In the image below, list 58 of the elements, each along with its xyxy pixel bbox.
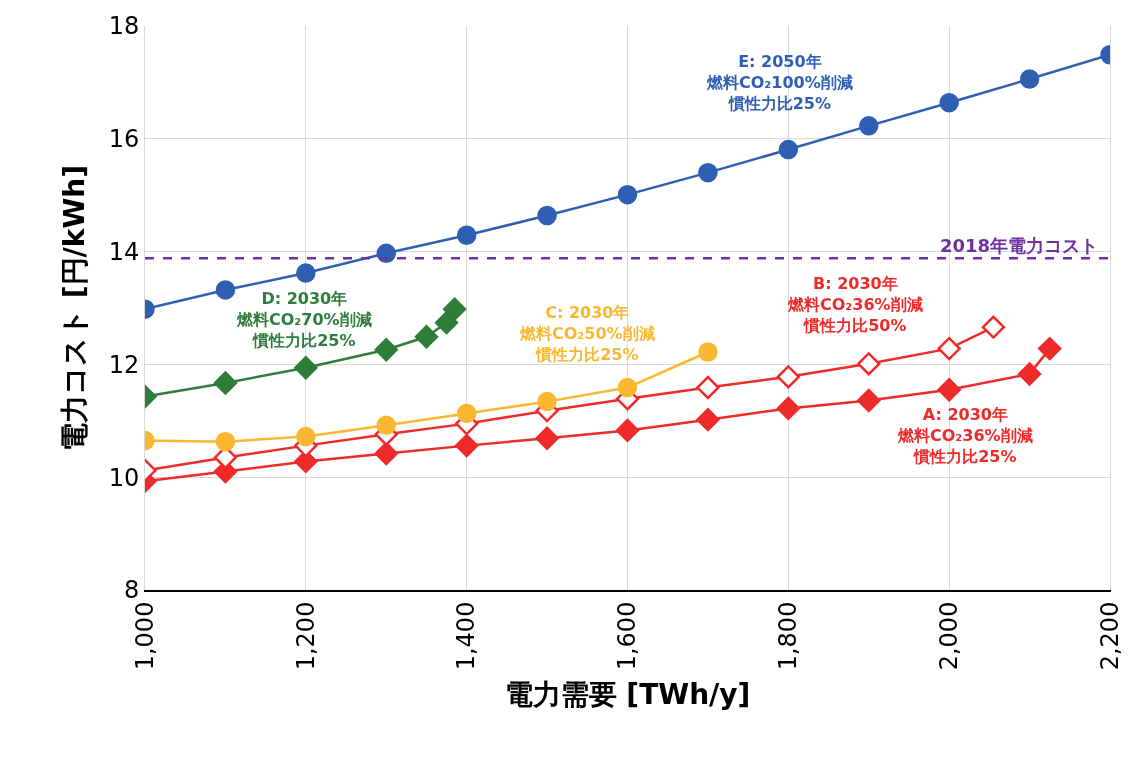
point bbox=[937, 378, 961, 402]
ref-line-label: 2018年電力コスト bbox=[940, 235, 1099, 256]
y-tick-label: 18 bbox=[108, 12, 140, 41]
x-tick-label: 1,800 bbox=[774, 601, 803, 671]
point bbox=[939, 92, 959, 113]
point bbox=[778, 139, 799, 160]
series-label: A: 2030年燃料CO₂36%削減慣性力比25% bbox=[897, 405, 1033, 466]
y-tick-label: 14 bbox=[108, 238, 140, 266]
point bbox=[617, 184, 638, 205]
point bbox=[1019, 69, 1040, 89]
point bbox=[296, 426, 316, 447]
series-label: C: 2030年燃料CO₂50%削減慣性力比25% bbox=[519, 303, 655, 364]
point bbox=[859, 116, 879, 136]
point bbox=[698, 342, 718, 362]
point bbox=[374, 338, 398, 362]
x-tick-label: 1,200 bbox=[291, 601, 320, 671]
y-tick-label: 10 bbox=[108, 463, 140, 492]
point bbox=[434, 311, 459, 335]
point bbox=[617, 377, 638, 398]
point bbox=[1038, 336, 1062, 361]
point bbox=[294, 356, 318, 380]
series-label: D: 2030年燃料CO₂70%削減慣性力比25% bbox=[236, 289, 372, 350]
series-label: E: 2050年燃料CO₂100%削減慣性力比25% bbox=[706, 52, 853, 113]
point bbox=[537, 205, 557, 226]
y-tick-label: 16 bbox=[108, 125, 140, 154]
x-tick-label: 2,000 bbox=[934, 601, 963, 671]
point bbox=[296, 263, 316, 283]
point bbox=[981, 315, 1006, 339]
x-tick-label: 1,400 bbox=[452, 601, 481, 671]
point bbox=[857, 352, 881, 376]
point bbox=[374, 441, 398, 466]
point bbox=[776, 396, 800, 421]
x-tick-label: 1,000 bbox=[130, 601, 159, 671]
y-tick-label: 12 bbox=[108, 350, 140, 379]
point bbox=[696, 375, 720, 400]
x-tick-label: 1,600 bbox=[613, 601, 642, 671]
point bbox=[1017, 362, 1042, 386]
point bbox=[937, 336, 961, 361]
series-label: B: 2030年燃料CO₂36%削減慣性力比50% bbox=[787, 274, 923, 335]
point bbox=[376, 415, 396, 436]
y-axis-title: 電力コスト [円/kWh] bbox=[58, 164, 92, 452]
point bbox=[456, 403, 477, 424]
x-tick-label: 2,200 bbox=[1095, 601, 1124, 671]
x-axis-title: 電力需要 [TWh/y] bbox=[504, 677, 751, 711]
point bbox=[213, 371, 238, 395]
point bbox=[698, 162, 718, 183]
point bbox=[414, 325, 439, 349]
point bbox=[215, 431, 236, 452]
point bbox=[442, 297, 467, 321]
point bbox=[776, 365, 800, 389]
point bbox=[696, 408, 720, 432]
point bbox=[857, 388, 881, 413]
point bbox=[456, 225, 477, 245]
point bbox=[535, 426, 559, 450]
point bbox=[615, 418, 640, 443]
point bbox=[455, 433, 479, 458]
point bbox=[215, 280, 236, 300]
point bbox=[537, 391, 557, 412]
